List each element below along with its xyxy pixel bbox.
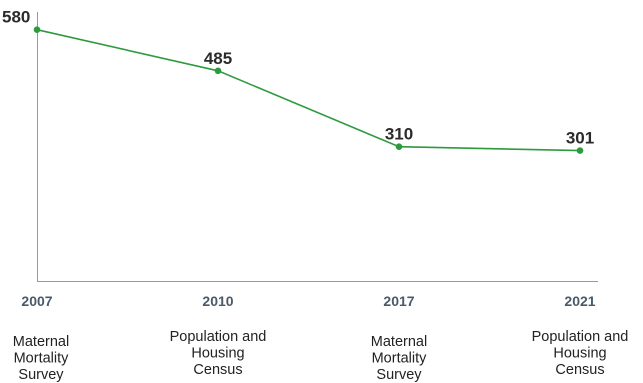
x-source-label-2007: Maternal Mortality Survey — [13, 334, 69, 383]
data-label-2017: 310 — [385, 125, 413, 144]
x-tick-label-2007: 2007 — [21, 293, 52, 309]
x-source-label-2010: Population and Housing Census — [170, 329, 267, 378]
data-point-2010 — [214, 67, 222, 75]
x-tick-label-2017: 2017 — [383, 293, 414, 309]
x-source-label-2021: Population and Housing Census — [532, 329, 629, 378]
data-label-2007: 580 — [2, 8, 30, 27]
series-line — [36, 28, 581, 152]
x-tick-label-2010: 2010 — [202, 293, 233, 309]
data-label-2010: 485 — [204, 49, 232, 68]
data-point-2021 — [576, 147, 584, 154]
x-tick-label-2021: 2021 — [564, 293, 595, 309]
series-layer — [33, 26, 584, 154]
data-label-2021: 301 — [566, 129, 594, 148]
label-layer: 580 485 310 301 2007 2010 2017 2021 Maternal Mort… — [2, 8, 628, 383]
x-source-label-2017: Maternal Mortality Survey — [371, 334, 427, 383]
data-point-2017 — [395, 143, 403, 150]
data-point-2007 — [33, 26, 41, 33]
